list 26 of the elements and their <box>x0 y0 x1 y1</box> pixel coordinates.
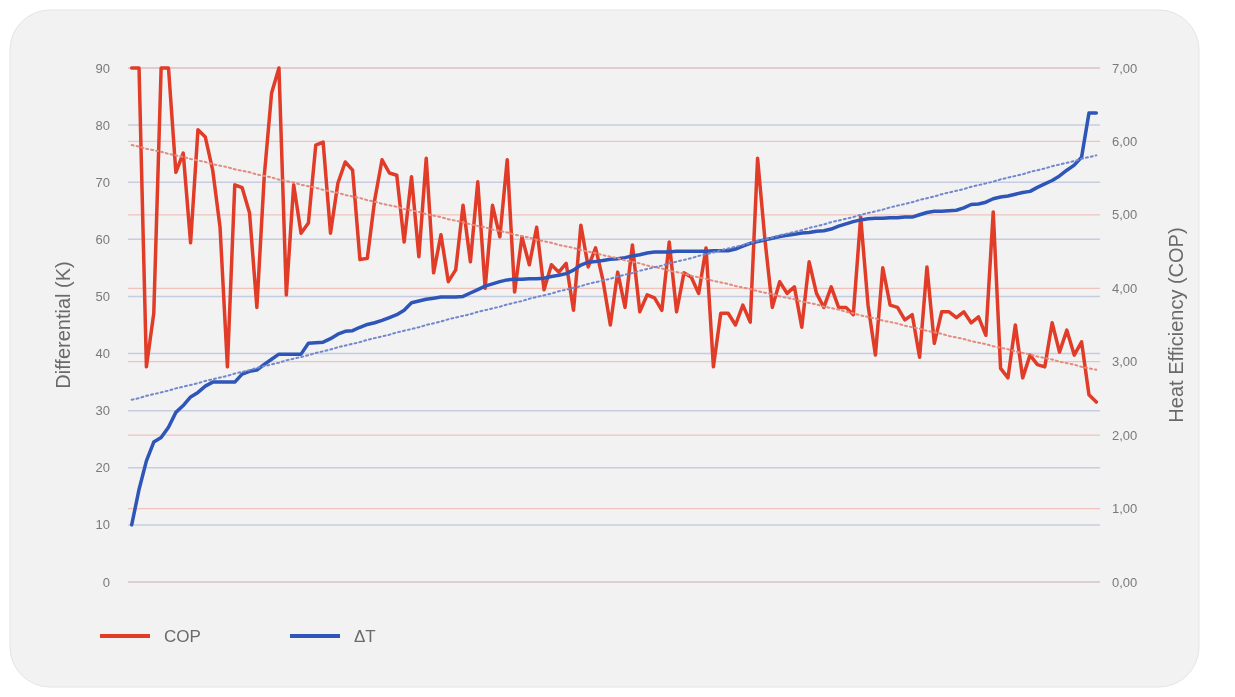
line-series <box>129 66 1099 404</box>
y2-tick-label: 2,00 <box>1112 427 1138 443</box>
y2-tick-label: 7,00 <box>1112 60 1138 76</box>
y-tick-label: 60 <box>95 231 110 247</box>
legend-label: COP <box>164 626 201 646</box>
y-tick-label: 80 <box>95 117 110 133</box>
line-series <box>129 111 1099 527</box>
line-series <box>130 154 1098 401</box>
y2-tick-label: 0,00 <box>1112 574 1138 590</box>
y-tick-label: 10 <box>95 517 110 533</box>
y-tick-label: 20 <box>95 460 110 476</box>
y2-tick-label: 1,00 <box>1112 501 1138 517</box>
y-tick-label: 0 <box>102 574 110 590</box>
y-tick-label: 90 <box>95 60 110 76</box>
line-series <box>130 144 1098 371</box>
y2-tick-label: 6,00 <box>1112 133 1138 149</box>
y2-axis-title: Heat Efficiency (COP) <box>1165 227 1187 423</box>
y-tick-label: 70 <box>95 174 110 190</box>
y-tick-label: 50 <box>95 288 110 304</box>
y2-tick-label: 3,00 <box>1112 354 1138 370</box>
y-tick-label: 30 <box>95 403 110 419</box>
y2-tick-label: 5,00 <box>1112 207 1138 223</box>
y-axis-title: Differential (K) <box>52 261 74 389</box>
y2-tick-label: 4,00 <box>1112 280 1138 296</box>
y-tick-label: 40 <box>95 346 110 362</box>
legend-label: ΔT <box>354 626 376 646</box>
